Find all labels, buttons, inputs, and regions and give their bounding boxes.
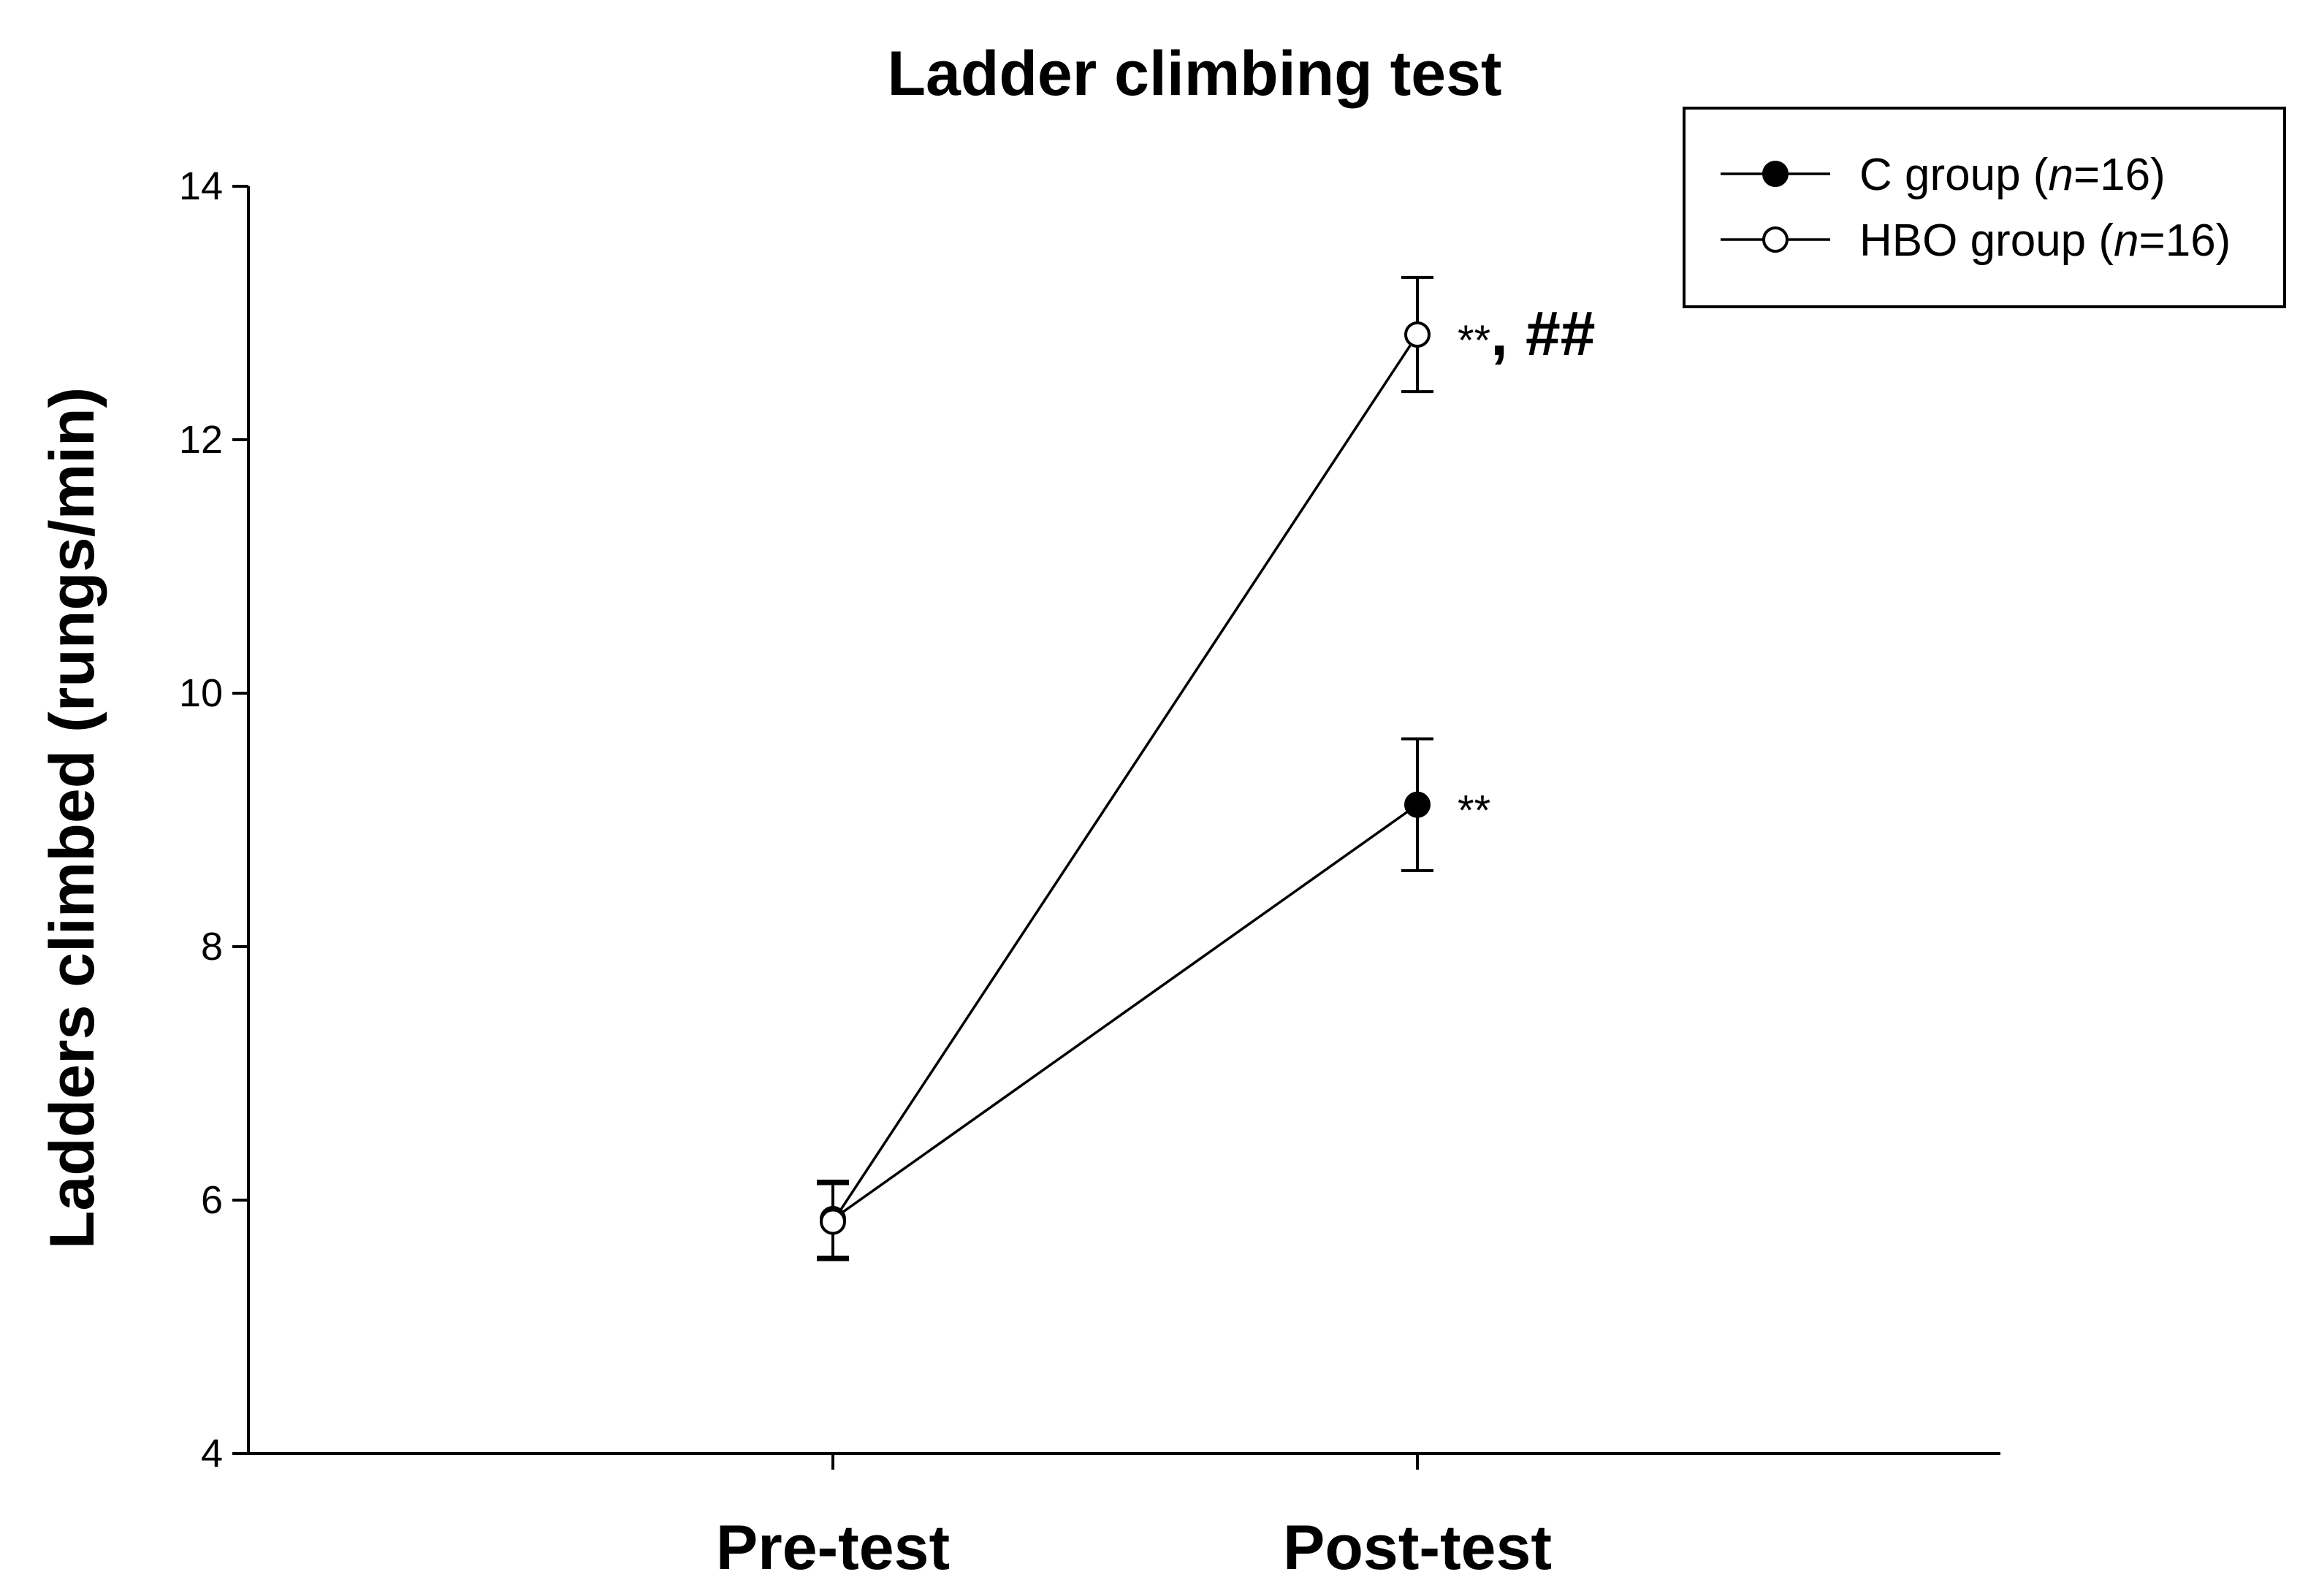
legend-entry: C group (n=16) (1721, 150, 2166, 200)
legend-label: HBO group (n=16) (1859, 215, 2231, 266)
series-line (831, 334, 1419, 1223)
annotations: ****, ## (1458, 299, 1596, 835)
y-tick-label: 10 (179, 671, 223, 715)
legend-box (1683, 107, 2286, 308)
series-2 (817, 275, 1433, 1261)
chart-title: Ladder climbing test (887, 39, 1501, 109)
y-tick-label: 4 (201, 1432, 223, 1475)
legend-entry: HBO group (n=16) (1721, 215, 2231, 266)
significance-annotation: **, ## (1458, 299, 1596, 369)
y-ticks: 4 6 8 10 12 14 (179, 164, 248, 1475)
significance-annotation: ** (1458, 787, 1490, 835)
annotation-hash: , ## (1490, 299, 1595, 369)
annotation-stars: ** (1458, 787, 1490, 835)
axes (247, 186, 2000, 1455)
series-1 (817, 737, 1433, 1259)
data-point (820, 1208, 846, 1235)
y-axis-label: Ladders climbed (rungs/min) (37, 387, 107, 1249)
y-tick-label: 14 (179, 164, 223, 208)
legend-label: C group (n=16) (1859, 150, 2166, 200)
y-tick-label: 6 (201, 1178, 223, 1222)
x-ticks: Pre-test Post-test (716, 1454, 1552, 1583)
data-point (1404, 321, 1431, 348)
series-line (831, 803, 1419, 1221)
data-point (1404, 791, 1431, 818)
x-tick-label: Pre-test (716, 1513, 950, 1583)
series-layer (817, 275, 1433, 1261)
legend-marker (1762, 226, 1789, 253)
legend: C group (n=16) HBO group (n=16) (1683, 107, 2286, 308)
y-tick-label: 12 (179, 418, 223, 462)
y-tick-label: 8 (201, 925, 223, 969)
x-tick-label: Post-test (1283, 1513, 1552, 1583)
annotation-stars: ** (1458, 317, 1490, 364)
legend-marker (1762, 161, 1789, 187)
